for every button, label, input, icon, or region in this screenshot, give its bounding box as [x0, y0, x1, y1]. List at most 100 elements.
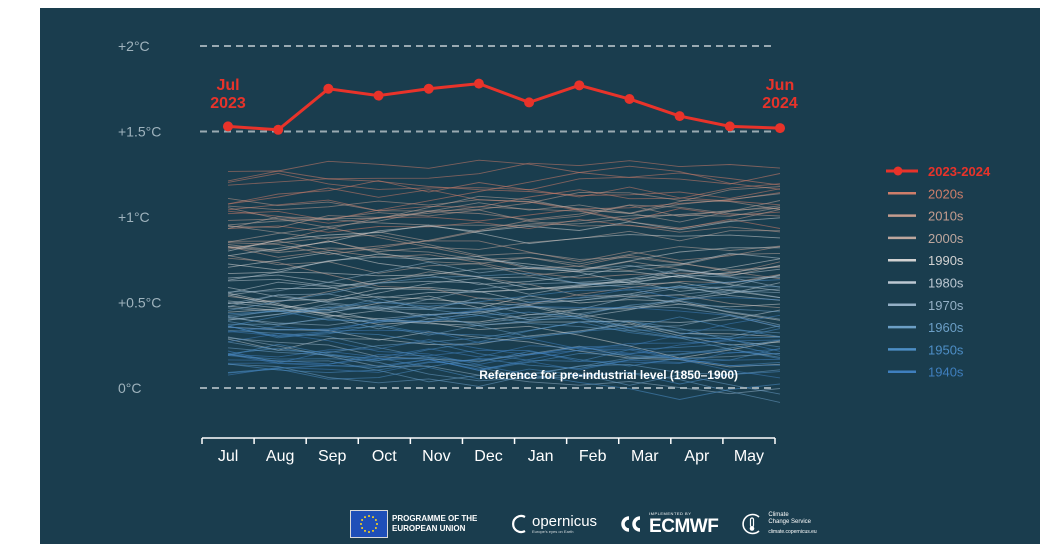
decade-series-line [227, 363, 781, 387]
decade-series-line [227, 170, 781, 199]
eu-stars-icon [360, 515, 378, 533]
decade-series-line [227, 200, 781, 243]
legend-label: 1990s [928, 253, 964, 268]
decade-series-line [227, 361, 781, 400]
decade-series-line [227, 217, 781, 257]
decade-series-line [227, 313, 781, 348]
decade-series-line [227, 294, 781, 359]
highlight-point [273, 124, 284, 135]
y-tick-label: +1.5°C [118, 124, 161, 140]
x-axis: Jul Aug Sep Oct Nov Dec Jan Feb Mar Apr May [201, 437, 776, 465]
highlight-point [624, 94, 635, 105]
decade-series-line [227, 255, 781, 292]
eu-brand: PROGRAMME OF THE EUROPEAN UNION [350, 510, 488, 538]
c3s-line-2: Change Service [768, 519, 812, 525]
legend-label: 2000s [928, 231, 964, 246]
x-tick-label: Jan [528, 448, 554, 465]
reference-annotation: Reference for pre-industrial level (1850… [479, 368, 738, 382]
eu-line-1: PROGRAMME OF THE [392, 514, 478, 523]
decade-series-line [227, 316, 781, 339]
decade-series-line [227, 295, 781, 321]
highlight-series-line [227, 82, 781, 132]
highlight-point [574, 80, 585, 91]
x-tick-label: Dec [474, 448, 502, 465]
decade-series-line [227, 206, 781, 229]
decade-series-line [227, 347, 781, 369]
decade-series-line [227, 271, 781, 309]
decade-series-line [227, 366, 781, 385]
c3s-brand: Climate Change Service climate.copernicu… [740, 512, 826, 536]
c3s-line-1: Climate [768, 512, 789, 518]
ecmwf-implemented-by: IMPLEMENTED BY [649, 510, 692, 516]
eu-line-2: EUROPEAN UNION [392, 524, 466, 533]
decade-series-line [227, 305, 781, 331]
legend-label: 1950s [928, 342, 964, 357]
legend-label: 1970s [928, 298, 964, 313]
highlight-point [323, 83, 334, 94]
highlight-point [423, 83, 434, 94]
legend-label: 2023-2024 [928, 164, 991, 179]
legend-label: 2020s [928, 186, 964, 201]
copernicus-tagline: Europe's eyes on Earth [532, 529, 574, 534]
decade-series-line [227, 314, 781, 365]
ecmwf-logo-icon [621, 516, 641, 532]
series-start-label: 2023 [210, 95, 246, 112]
chart-panel: 0°C +0.5°C +1°C +1.5°C +2°C Jul Aug Sep Oct Nov D… [40, 8, 1040, 544]
decade-series-line [227, 245, 781, 265]
decade-series-line [227, 274, 781, 299]
legend-swatch-point [893, 166, 903, 176]
decade-series-line [227, 192, 781, 224]
decade-series-line [227, 230, 780, 253]
legend-label: 2010s [928, 209, 964, 224]
c3s-text: Climate Change Service climate.copernicu… [768, 512, 826, 536]
temperature-chart: 0°C +0.5°C +1°C +1.5°C +2°C Jul Aug Sep Oct Nov D… [118, 38, 991, 465]
eu-programme-text: PROGRAMME OF THE EUROPEAN UNION [392, 514, 488, 534]
legend-label: 1980s [928, 276, 964, 291]
x-tick-label: Feb [579, 448, 607, 465]
x-tick-label: Jul [218, 448, 238, 465]
decade-series-line [227, 234, 781, 271]
decade-series-line [227, 353, 781, 371]
highlight-point [473, 78, 484, 89]
y-axis: 0°C +0.5°C +1°C +1.5°C +2°C [118, 38, 161, 396]
highlight-point [775, 123, 785, 134]
eu-flag-icon [350, 510, 388, 538]
ecmwf-brand: IMPLEMENTED BY ECMWF [619, 510, 719, 538]
x-tick-label: Aug [266, 448, 294, 465]
decade-series-line [227, 288, 781, 326]
decade-series-line [227, 288, 781, 337]
copernicus-wordmark: opernicus [532, 513, 598, 530]
highlight-point [674, 111, 685, 122]
y-tick-label: +1°C [118, 209, 150, 225]
series-start-label: Jul [216, 77, 239, 94]
decade-series-line [227, 252, 781, 296]
decade-series-line [227, 339, 781, 358]
ecmwf-wordmark: ECMWF [649, 515, 719, 537]
decade-series-line [227, 279, 781, 327]
c3s-thermometer-icon [742, 513, 760, 535]
decade-series-line [227, 205, 781, 226]
decade-series-line [227, 186, 781, 214]
decade-series-line [227, 172, 781, 206]
decade-series-line [227, 165, 781, 221]
y-tick-label: +0.5°C [118, 295, 161, 311]
x-tick-label: May [734, 448, 764, 465]
decade-series-line [227, 268, 781, 295]
highlight-point [524, 97, 535, 108]
decade-series-line [227, 272, 781, 312]
y-tick-label: 0°C [118, 380, 142, 396]
legend-label: 1940s [928, 365, 964, 380]
series-end-label: 2024 [762, 95, 798, 112]
background-series-group [227, 159, 781, 403]
decade-series-line [227, 172, 781, 205]
copernicus-brand: opernicus Europe's eyes on Earth [510, 513, 597, 535]
decade-series-line [227, 224, 781, 252]
decade-series-line [227, 206, 781, 242]
decade-series-line [227, 261, 781, 293]
x-tick-label: Nov [422, 448, 450, 465]
decade-series-line [227, 160, 781, 186]
decade-series-line [227, 310, 781, 340]
series-end-label: Jun [766, 77, 794, 94]
